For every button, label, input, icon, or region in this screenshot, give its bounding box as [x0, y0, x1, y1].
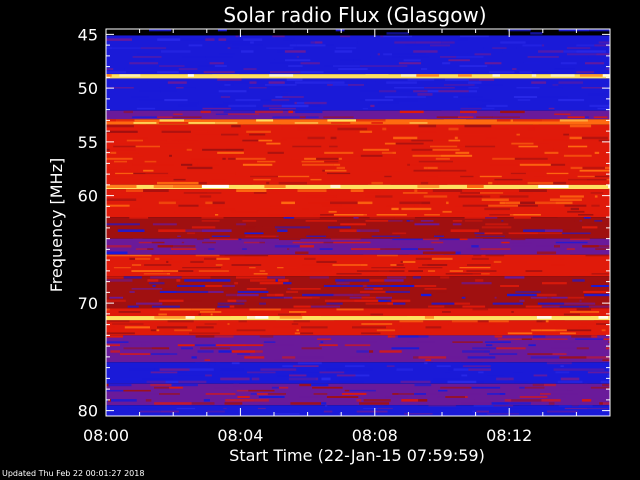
frequency-band	[106, 74, 610, 79]
frequency-band	[106, 124, 610, 185]
x-tick-label: 08:08	[352, 426, 398, 445]
frequency-band	[106, 119, 610, 125]
x-tick-label: 08:04	[217, 426, 263, 445]
band-texture	[106, 254, 610, 275]
x-axis: 08:00 08:04 08:08 08:12	[83, 29, 577, 445]
y-tick-label: 45	[78, 25, 98, 44]
band-texture	[119, 362, 610, 384]
frequency-band	[106, 316, 610, 321]
x-tick-label: 08:12	[486, 426, 532, 445]
chart-title: Solar radio Flux (Glasgow)	[223, 3, 486, 27]
band-texture	[106, 320, 610, 335]
y-tick-label: 50	[78, 79, 98, 98]
y-tick-label: 60	[78, 187, 98, 206]
band-texture	[106, 35, 610, 74]
frequency-band	[106, 238, 610, 255]
frequency-band	[106, 110, 610, 120]
plot-area	[106, 29, 610, 416]
band-texture	[106, 276, 610, 308]
frequency-band	[106, 29, 610, 36]
y-tick-label: 70	[78, 294, 98, 313]
band-texture	[106, 119, 588, 124]
band-texture	[106, 405, 610, 415]
band-texture	[106, 335, 610, 361]
band-texture	[106, 238, 610, 255]
frequency-band	[106, 184, 610, 190]
x-tick-label: 08:00	[83, 426, 129, 445]
y-axis: 45 50 55 60 70 80	[78, 25, 610, 421]
x-axis-label: Start Time (22-Jan-15 07:59:59)	[229, 446, 485, 465]
band-texture	[106, 74, 610, 77]
band-texture	[106, 78, 610, 110]
plot-frame	[105, 28, 611, 417]
band-texture	[106, 110, 608, 119]
y-axis-label: Frequency [MHz]	[47, 158, 66, 292]
band-texture	[106, 383, 610, 405]
band-texture	[106, 184, 610, 188]
updated-footer: Updated Thu Feb 22 00:01:27 2018	[2, 469, 145, 478]
band-texture	[106, 308, 610, 316]
y-tick-label: 55	[78, 133, 98, 152]
band-texture	[154, 316, 610, 319]
y-tick-label: 80	[78, 402, 98, 421]
band-texture	[106, 217, 610, 237]
band-texture	[106, 189, 610, 216]
band-texture	[106, 124, 610, 185]
